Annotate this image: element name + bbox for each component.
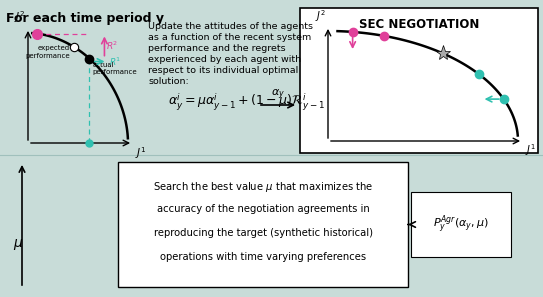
Text: $\alpha_y^i = \mu\alpha_{y-1}^i + (1-\mu)\mathcal{R}_{y-1}^i$: $\alpha_y^i = \mu\alpha_{y-1}^i + (1-\mu… [168,92,325,113]
Bar [411,192,511,257]
Text: $J^1$: $J^1$ [525,142,536,158]
Bar [118,162,408,287]
Text: respect to its individual optimal: respect to its individual optimal [148,66,298,75]
Text: $J^2$: $J^2$ [315,8,326,24]
Text: $\mu$: $\mu$ [13,238,23,252]
Text: operations with time varying preferences: operations with time varying preferences [160,252,366,262]
Text: as a function of the recent system: as a function of the recent system [148,33,311,42]
Text: $\alpha_y$: $\alpha_y$ [271,88,285,102]
Text: actual
performance: actual performance [92,61,137,75]
Text: $P_y^{Agr}(\alpha_y, \mu)$: $P_y^{Agr}(\alpha_y, \mu)$ [433,214,489,236]
Text: For each time period y: For each time period y [6,12,164,25]
Text: SEC NEGOTIATION: SEC NEGOTIATION [359,18,479,31]
Text: $J^1$: $J^1$ [135,145,147,161]
Text: Update the attitudes of the agents: Update the attitudes of the agents [148,22,313,31]
Text: accuracy of the negotiation agreements in: accuracy of the negotiation agreements i… [156,204,369,214]
Bar [300,8,538,153]
Text: performance and the regrets: performance and the regrets [148,44,286,53]
Text: $J^2$: $J^2$ [14,9,25,25]
Text: $R^1$: $R^1$ [110,55,122,68]
Text: Search the best value $\mu$ that maximizes the: Search the best value $\mu$ that maximiz… [153,180,373,194]
Text: $R^2$: $R^2$ [106,40,119,52]
Text: experienced by each agent with: experienced by each agent with [148,55,301,64]
Text: reproducing the target (synthetic historical): reproducing the target (synthetic histor… [154,228,372,238]
Text: solution:: solution: [148,77,189,86]
Text: expected
performance: expected performance [26,45,70,59]
